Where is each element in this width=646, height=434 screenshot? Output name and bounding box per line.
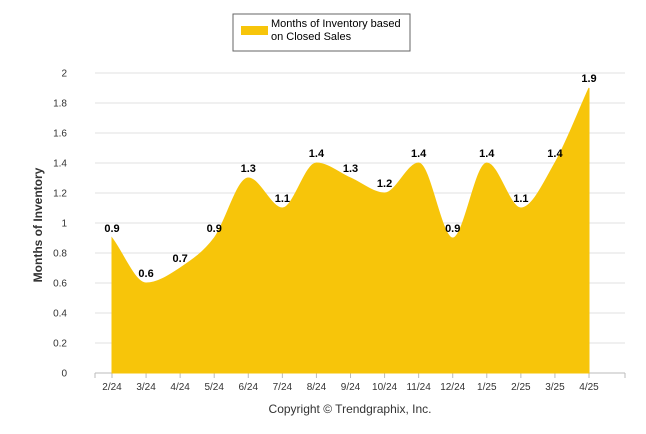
data-label: 1.3 bbox=[241, 163, 256, 175]
y-tick-label: 0.4 bbox=[53, 309, 67, 320]
data-label: 1.4 bbox=[309, 148, 325, 160]
y-tick-label: 0.8 bbox=[53, 249, 67, 260]
y-tick-label: 1.2 bbox=[53, 189, 67, 200]
x-tick-label: 2/24 bbox=[102, 382, 122, 393]
x-tick-label: 12/24 bbox=[440, 382, 465, 393]
y-tick-label: 0 bbox=[61, 369, 67, 380]
y-tick-label: 1 bbox=[61, 219, 67, 230]
x-tick-label: 1/25 bbox=[477, 382, 497, 393]
data-labels: 0.9 0.6 0.7 0.9 1.3 1.1 1.4 1.3 1.2 1.4 0.9 1.4 1.1 1… bbox=[104, 73, 597, 284]
y-tick-label: 0.2 bbox=[53, 339, 67, 350]
x-tick-label: 3/24 bbox=[136, 382, 156, 393]
y-tick-label: 1.8 bbox=[53, 99, 67, 110]
data-label: 0.9 bbox=[104, 223, 119, 235]
x-tick-label: 10/24 bbox=[372, 382, 397, 393]
x-tick-label: 7/24 bbox=[273, 382, 293, 393]
data-label: 0.6 bbox=[138, 268, 153, 280]
x-axis: 2/24 3/24 4/24 5/24 6/24 7/24 8/24 9/24 10/24 11/… bbox=[94, 373, 626, 393]
area-fill bbox=[111, 87, 590, 374]
data-label: 1.1 bbox=[275, 193, 290, 205]
y-axis-ticks: 0 0.2 0.4 0.6 0.8 1 1.2 1.4 1.6 1.8 2 bbox=[53, 69, 67, 380]
data-label: 1.9 bbox=[581, 73, 596, 85]
x-tick-label: 5/24 bbox=[204, 382, 224, 393]
data-label: 1.3 bbox=[343, 163, 358, 175]
legend: Months of Inventory based on Closed Sale… bbox=[232, 13, 411, 52]
x-tick-label: 8/24 bbox=[307, 382, 327, 393]
y-tick-label: 1.4 bbox=[53, 159, 67, 170]
data-label: 1.4 bbox=[547, 148, 563, 160]
x-tick-label: 3/25 bbox=[545, 382, 565, 393]
x-tick-label: 4/25 bbox=[579, 382, 599, 393]
data-label: 0.7 bbox=[172, 253, 187, 265]
y-tick-label: 2 bbox=[61, 69, 67, 80]
legend-text-line-1: Months of Inventory based bbox=[271, 18, 401, 30]
data-label: 0.9 bbox=[207, 223, 222, 235]
x-tick-label: 11/24 bbox=[406, 382, 431, 393]
data-label: 1.2 bbox=[377, 178, 392, 190]
legend-text-line-2: on Closed Sales bbox=[271, 31, 352, 43]
x-tick-label: 4/24 bbox=[170, 382, 190, 393]
area-series bbox=[111, 87, 590, 374]
data-label: 1.4 bbox=[479, 148, 495, 160]
x-tick-label: 2/25 bbox=[511, 382, 531, 393]
data-label: 1.1 bbox=[513, 193, 528, 205]
copyright-text: Copyright © Trendgraphix, Inc. bbox=[269, 402, 432, 416]
y-axis-title: Months of Inventory bbox=[31, 167, 45, 282]
x-tick-label: 9/24 bbox=[341, 382, 361, 393]
data-label: 1.4 bbox=[411, 148, 427, 160]
data-label: 0.9 bbox=[445, 223, 460, 235]
y-tick-label: 0.6 bbox=[53, 279, 67, 290]
y-tick-label: 1.6 bbox=[53, 129, 67, 140]
legend-swatch bbox=[241, 26, 268, 35]
x-tick-label: 6/24 bbox=[239, 382, 259, 393]
